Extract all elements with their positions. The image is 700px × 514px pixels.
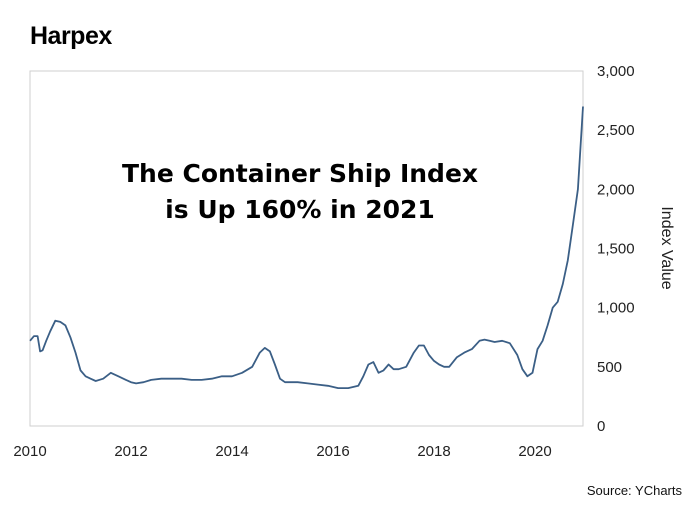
harpex-line [29,106,584,389]
y-tick-label: 500 [597,359,622,376]
chart-annotation: The Container Ship Index is Up 160% in 2… [80,156,520,228]
y-tick-label: 1,500 [597,241,635,258]
x-tick-label: 2020 [518,443,551,460]
x-tick-label: 2010 [13,443,46,460]
y-tick-label: 0 [597,418,605,435]
y-tick-label: 1,000 [597,300,635,317]
x-axis: 2010 2012 2014 2016 2018 2020 [13,443,551,460]
y-axis: 0 500 1,000 1,500 2,000 2,500 3,000 [597,63,635,435]
annotation-line-2: is Up 160% in 2021 [165,195,435,224]
y-tick-label: 3,000 [597,63,635,80]
x-tick-label: 2018 [417,443,450,460]
y-tick-label: 2,000 [597,181,635,198]
plot-frame [29,70,584,427]
x-tick-label: 2014 [215,443,248,460]
y-axis-title: Index Value [658,206,675,289]
chart-title: Harpex [30,22,112,50]
x-tick-label: 2016 [316,443,349,460]
annotation-line-1: The Container Ship Index [121,159,479,188]
y-tick-label: 2,500 [597,122,635,139]
source-credit: Source: YCharts [586,483,682,498]
x-tick-label: 2012 [114,443,147,460]
